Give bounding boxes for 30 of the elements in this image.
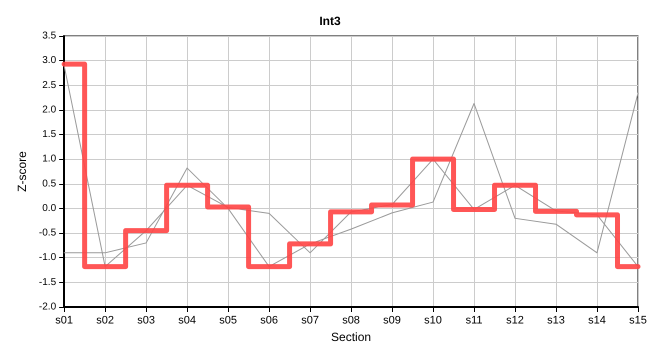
y-tick-label: 1.5 [42, 129, 57, 140]
x-tick-label: s12 [506, 314, 524, 326]
x-tick-label: s14 [588, 314, 606, 326]
x-axis-title: Section [331, 330, 372, 344]
y-axis-title: Z-score [15, 150, 29, 192]
y-tick-label: 3.5 [42, 30, 57, 42]
y-tick-label: 1.0 [42, 154, 57, 165]
x-tick-label: s09 [383, 314, 401, 326]
x-tick-label: s11 [466, 314, 482, 326]
x-tick-label: s03 [137, 314, 155, 326]
x-tick-label: s05 [219, 314, 237, 326]
chart-title: Int3 [319, 14, 341, 28]
y-tick-label: 3.0 [42, 55, 57, 66]
y-tick-label: -0.5 [38, 228, 57, 239]
x-tick-label: s02 [96, 314, 114, 326]
x-tick-label: s15 [629, 314, 647, 326]
x-tick-label: s10 [424, 314, 442, 326]
x-tick-label: s06 [260, 314, 278, 326]
x-tick-label: s04 [178, 314, 196, 326]
y-tick-label: 2.5 [42, 80, 57, 91]
x-tick-label: s08 [342, 314, 360, 326]
x-tick-label: s01 [55, 314, 74, 326]
x-tick-label: s13 [547, 314, 565, 326]
y-tick-label: -1.0 [38, 252, 57, 264]
y-tick-label: -2.0 [38, 302, 57, 312]
y-tick-label: 0.0 [42, 202, 57, 214]
y-tick-label: 2.0 [42, 104, 57, 116]
y-tick-label: 0.5 [42, 178, 57, 190]
x-tick-label: s07 [301, 314, 319, 326]
y-tick-label: -1.5 [38, 276, 57, 288]
